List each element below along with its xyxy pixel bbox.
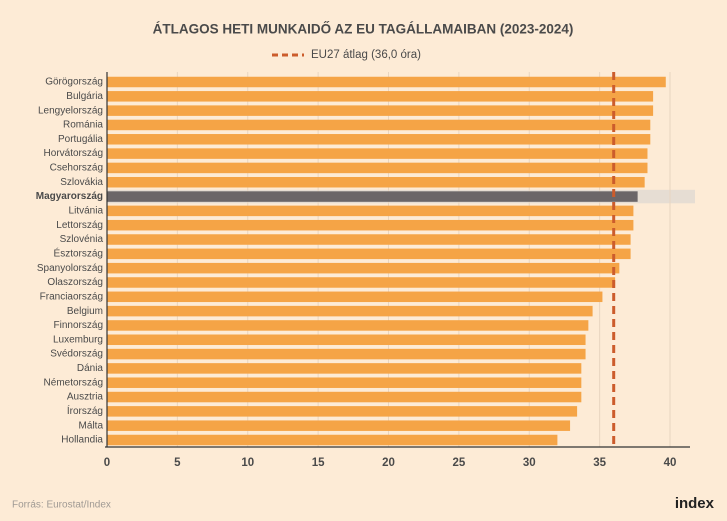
y-tick-label: Olaszország [47,277,103,288]
legend-label: EU27 átlag (36,0 óra) [311,49,421,61]
bar [107,91,654,102]
bar [107,248,631,260]
y-tick-label: Görögország [45,77,103,88]
bar [107,348,586,360]
x-tick-label: 5 [174,457,181,469]
bar [107,291,603,303]
y-tick-label: Szlovákia [60,177,103,188]
x-tick-label: 0 [104,457,110,469]
y-tick-label: Litvánia [69,206,104,217]
x-tick-label: 25 [452,457,465,469]
y-tick-label: Horvátország [44,148,103,159]
y-tick-label: Lengyelország [38,105,103,116]
y-tick-label: Belgium [67,306,103,317]
bar [107,334,586,346]
y-tick-label: Bulgária [66,91,103,102]
x-tick-label: 30 [523,457,536,469]
bar [107,434,558,446]
bar [107,234,631,245]
bar [107,191,638,202]
x-tick-label: 15 [312,457,325,469]
x-tick-label: 10 [241,457,254,469]
y-tick-label: Málta [79,420,104,431]
bar [107,262,620,274]
bar [107,219,634,231]
bar [107,134,651,145]
bar [107,176,645,188]
y-tick-label: Szlovénia [60,234,104,245]
x-tick-label: 20 [382,457,395,469]
chart-title: ÁTLAGOS HETI MUNKAIDŐ AZ EU TAGÁLLAMAIBA… [153,22,574,37]
y-tick-label: Írország [67,404,103,417]
x-tick-label: 40 [664,457,677,469]
source: Forrás: Eurostat/Index [12,500,111,511]
bar [107,148,648,159]
bar [107,119,651,131]
bar [107,76,666,88]
y-tick-label: Hollandia [61,435,103,446]
y-tick-label: Svédország [50,349,103,360]
bar [107,363,582,374]
y-tick-label: Lettország [56,220,103,231]
y-tick-label: Spanyolország [37,263,103,274]
y-tick-label: Románia [63,120,103,131]
x-tick-label: 35 [593,457,606,469]
bar [107,391,582,403]
y-tick-label: Észtország [54,246,103,259]
y-tick-label: Franciaország [40,291,103,302]
bar [107,406,578,417]
y-tick-label: Németország [44,377,103,388]
y-tick-label: Csehország [50,163,103,174]
y-tick-label: Luxemburg [53,334,103,345]
bar [107,162,648,174]
bar [107,377,582,388]
y-tick-label: Finnország [54,320,103,331]
bar [107,105,654,116]
logo: index [675,495,715,512]
bar [107,420,571,431]
y-tick-label: Ausztria [67,392,104,403]
bar [107,205,634,217]
bar [107,277,616,288]
y-tick-label: Portugália [58,134,103,145]
y-tick-label: Magyarország [36,191,103,202]
bar [107,320,589,331]
y-tick-label: Dánia [77,363,104,374]
bar [107,305,593,317]
